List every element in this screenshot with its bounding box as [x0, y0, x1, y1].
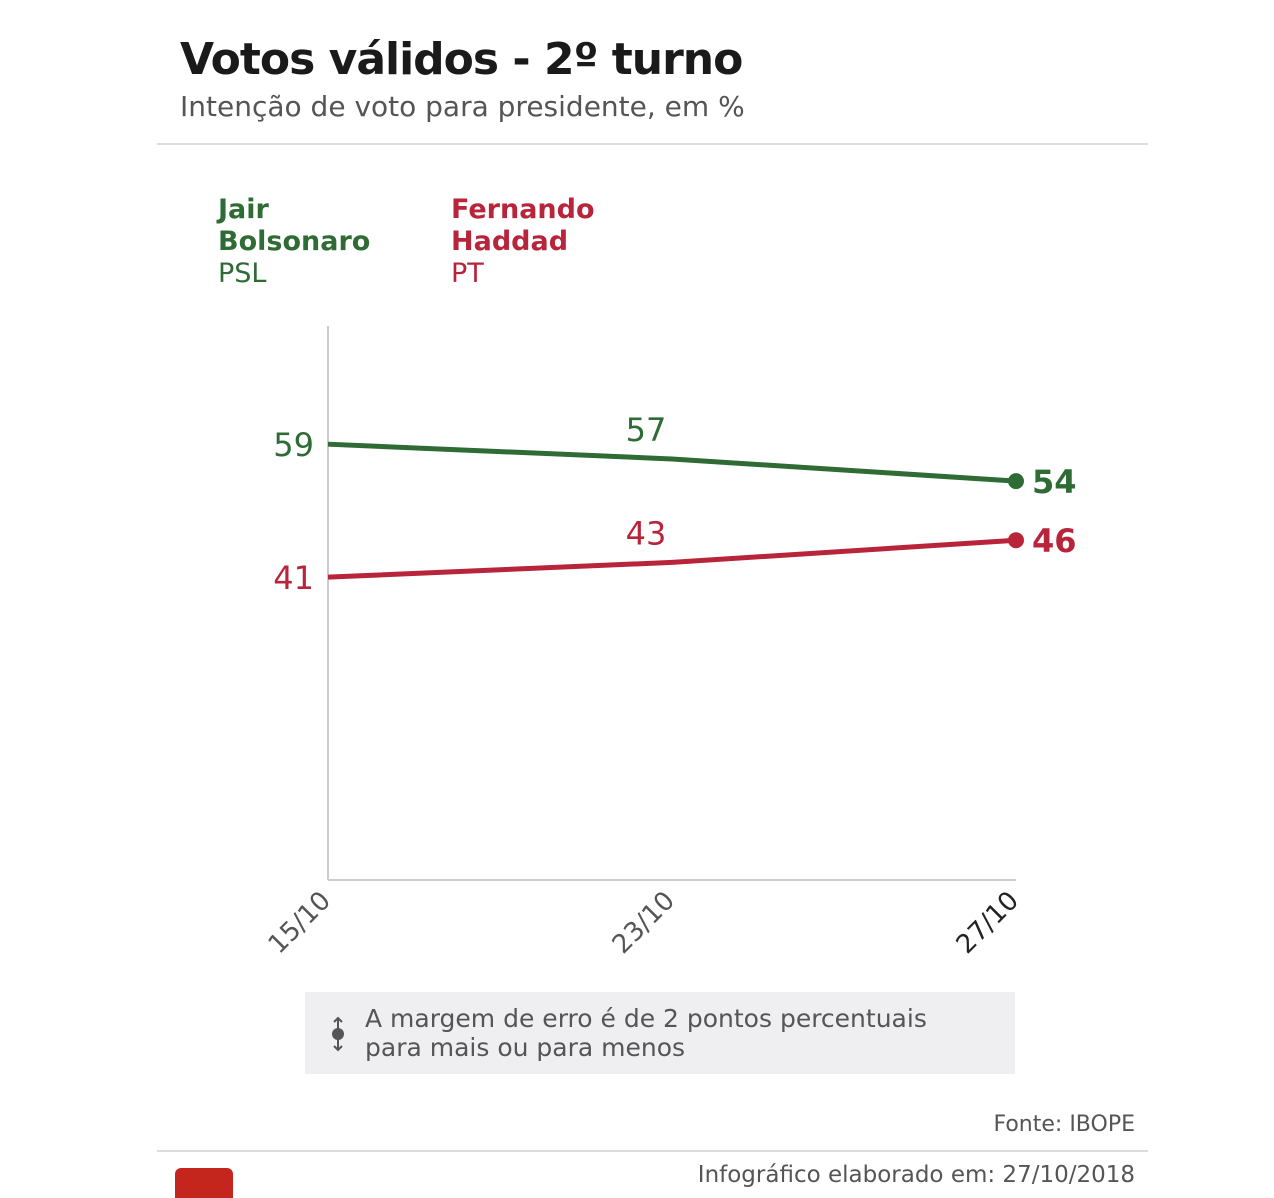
source: Fonte: IBOPE [993, 1112, 1135, 1137]
divider [157, 143, 1148, 145]
x-tick-label: 15/10 [263, 886, 337, 960]
note-line: para mais ou para menos [365, 1033, 686, 1062]
legend-bolsonaro: Jair Bolsonaro PSL [218, 194, 370, 290]
series-line-1 [327, 537, 1017, 580]
data-label: 43 [626, 514, 667, 552]
g1-logo [175, 1168, 233, 1198]
legend-name: Fernando [451, 194, 595, 225]
series-line-0 [327, 441, 1017, 484]
legend-name: Jair [218, 194, 269, 225]
error-margin-note: A margem de erro é de 2 pontos percentua… [305, 992, 1015, 1074]
note-line: A margem de erro é de 2 pontos percentua… [365, 1004, 927, 1033]
data-label: 41 [273, 559, 314, 597]
data-label: 59 [273, 426, 314, 464]
chart-title: Votos válidos - 2º turno [180, 34, 743, 85]
made-date: Infográfico elaborado em: 27/10/2018 [697, 1162, 1135, 1188]
legend-name: Haddad [451, 226, 569, 257]
chart-subtitle: Intenção de voto para presidente, em % [180, 90, 745, 123]
data-label: 54 [1032, 463, 1077, 501]
data-label: 57 [626, 411, 667, 449]
end-point [1008, 473, 1024, 490]
error-margin-icon [332, 1016, 344, 1052]
x-tick-label: 23/10 [607, 886, 681, 960]
data-label: 46 [1032, 522, 1077, 560]
source-label: Fonte: [993, 1112, 1063, 1137]
legend-party: PT [451, 258, 484, 289]
legend-name: Bolsonaro [218, 226, 371, 257]
source-value: IBOPE [1069, 1112, 1135, 1137]
x-tick-label: 27/10 [951, 886, 1025, 960]
legend-party: PSL [218, 258, 267, 289]
legend-haddad: Fernando Haddad PT [451, 194, 595, 290]
divider [157, 1150, 1148, 1152]
line-chart: 15/10 23/10 27/10 59 57 54 41 43 46 [263, 326, 1077, 960]
end-point [1008, 532, 1024, 549]
